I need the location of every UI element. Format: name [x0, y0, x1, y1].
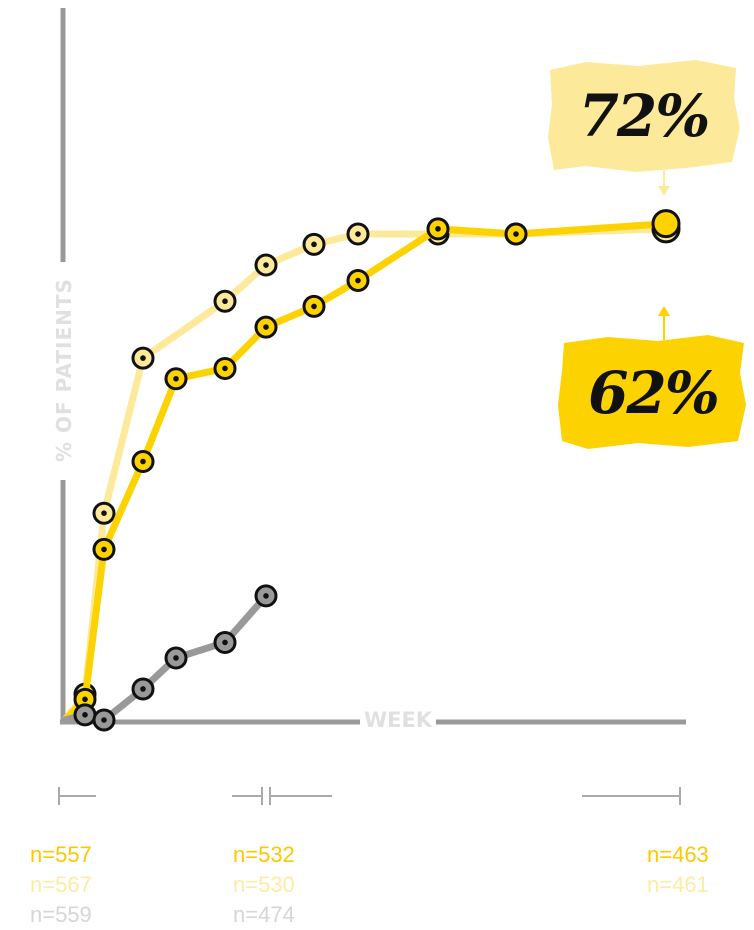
n-count: n=463: [647, 842, 709, 867]
callout-bottom-value: 62%: [588, 358, 720, 427]
data-point-dot: [355, 231, 361, 237]
data-point-dot: [101, 510, 107, 516]
data-point-dot: [222, 298, 228, 305]
n-count: n=461: [647, 872, 709, 897]
callout-bottom: 62%: [558, 335, 748, 450]
data-point-dot: [173, 375, 179, 382]
data-point-dot: [435, 226, 441, 232]
data-point-dot: [311, 303, 317, 310]
series-line-light: [61, 225, 670, 724]
data-point-dot: [173, 655, 179, 661]
callout-bottom-arrow: [658, 306, 670, 316]
data-point-dot: [222, 639, 228, 646]
y-axis-label: % OF PATIENTS: [52, 278, 76, 462]
data-point-dot: [140, 686, 146, 692]
data-point-dot: [355, 277, 361, 284]
data-point-dot: [101, 717, 107, 723]
n-counts-col-3: n=463 n=461: [647, 840, 709, 900]
data-point-dot: [140, 355, 146, 361]
n-count: n=557: [30, 842, 92, 867]
data-point-dot: [263, 262, 269, 268]
data-point-dot: [140, 458, 146, 465]
n-counts-col-1: n=557 n=567 n=559: [30, 840, 92, 930]
callout-top-value: 72%: [578, 82, 711, 150]
callout-bottom-brush: [558, 335, 746, 449]
data-point-dot: [101, 546, 107, 553]
n-counts-col-2: n=532 n=530 n=474: [233, 840, 295, 930]
n-count: n=567: [30, 872, 92, 897]
x-axis-label: WEEK: [360, 708, 437, 732]
series-endpoint-gold: [651, 209, 681, 239]
callout-top-brush: [548, 60, 740, 172]
callout-top-arrow: [658, 186, 670, 196]
data-point-dot: [263, 593, 269, 599]
n-count: n=474: [233, 902, 295, 927]
callout-top: 72%: [546, 58, 741, 174]
data-point-dot: [222, 365, 228, 372]
data-point-dot: [513, 231, 519, 237]
data-point-dot: [82, 712, 88, 718]
n-count: n=559: [30, 902, 92, 927]
data-point-dot: [311, 241, 317, 248]
data-point-dot: [263, 324, 269, 330]
n-count: n=532: [233, 842, 295, 867]
n-count: n=530: [233, 872, 295, 897]
data-point-dot: [82, 696, 88, 703]
series-line-gold: [61, 220, 670, 724]
